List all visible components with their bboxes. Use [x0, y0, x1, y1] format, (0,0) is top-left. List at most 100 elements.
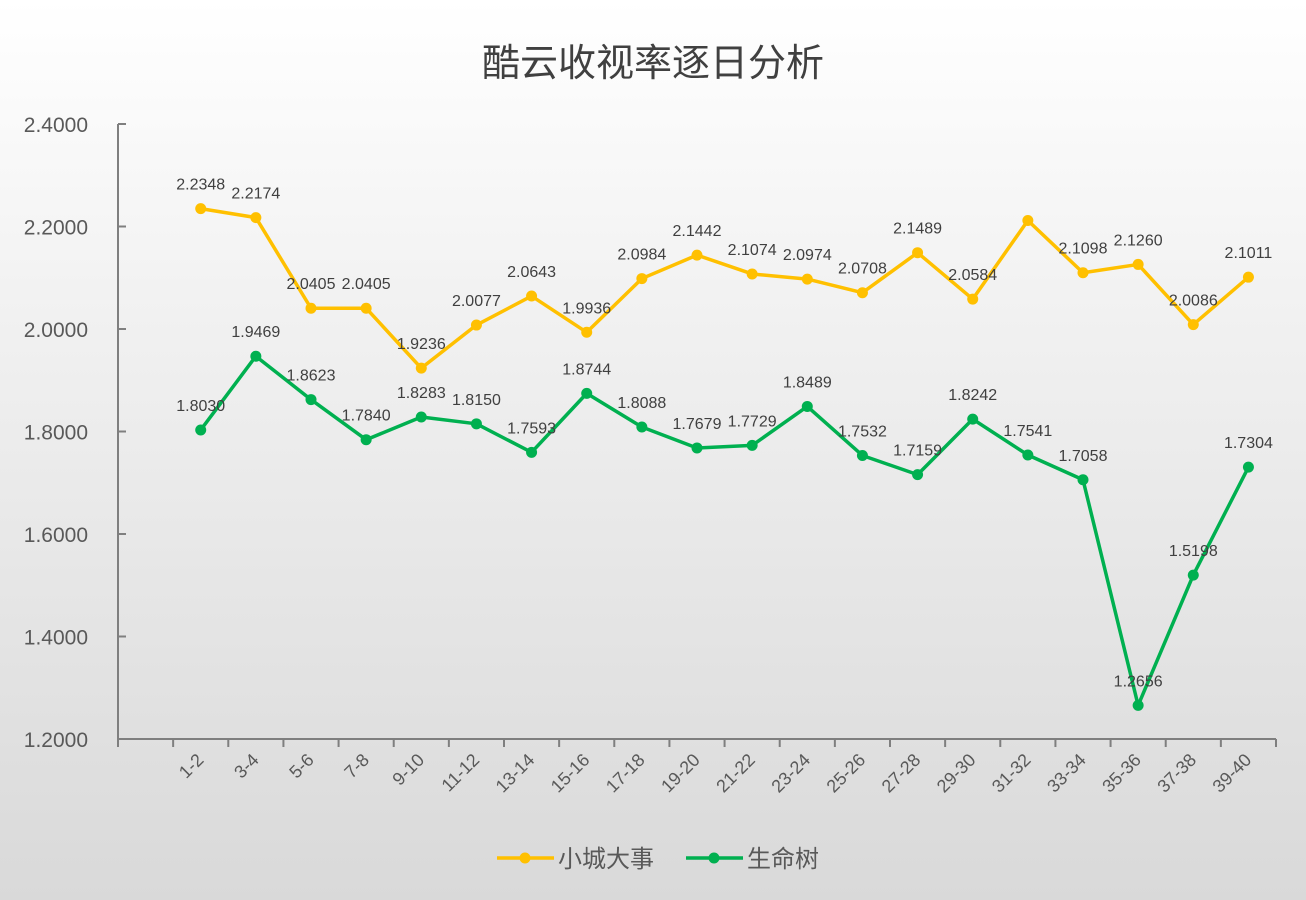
- data-point: [1187, 569, 1199, 581]
- data-point: [746, 439, 758, 451]
- data-point: [470, 319, 482, 331]
- y-tick-label: 1.6000: [24, 524, 88, 547]
- y-tick-label: 2.4000: [24, 114, 88, 137]
- data-label: 1.9236: [397, 336, 446, 353]
- data-point: [636, 273, 648, 285]
- data-label: 1.7679: [673, 416, 722, 433]
- data-label: 2.1011: [1225, 245, 1273, 262]
- data-point: [801, 273, 813, 285]
- x-tick-label: 25-26: [823, 750, 870, 797]
- x-tick-label: 31-32: [988, 750, 1035, 797]
- data-label: 2.1260: [1114, 232, 1163, 249]
- legend-marker: [708, 852, 720, 864]
- x-tick-label: 15-16: [547, 750, 594, 797]
- data-point: [1077, 474, 1089, 486]
- data-point: [526, 446, 538, 458]
- data-point: [415, 411, 427, 423]
- data-point: [1132, 699, 1144, 711]
- data-label: 1.2656: [1114, 673, 1163, 690]
- data-point: [360, 302, 372, 314]
- data-label: 2.1098: [1059, 241, 1108, 258]
- x-tick-label: 27-28: [878, 750, 925, 797]
- y-tick-label: 2.2000: [24, 217, 88, 240]
- data-label: 2.0077: [452, 293, 501, 310]
- data-label: 1.8150: [452, 392, 501, 409]
- data-label: 2.0974: [783, 247, 832, 264]
- data-label: 2.1442: [673, 223, 722, 240]
- data-point: [250, 212, 262, 224]
- data-point: [305, 302, 317, 314]
- data-point: [1022, 449, 1034, 461]
- data-point: [1187, 319, 1199, 331]
- series-line: [200, 206, 1250, 370]
- data-point: [912, 469, 924, 481]
- data-point: [1022, 215, 1034, 227]
- data-point: [305, 394, 317, 406]
- data-label: 1.7729: [728, 413, 777, 430]
- data-label: 2.1489: [893, 221, 942, 238]
- x-tick-label: 5-6: [285, 750, 318, 783]
- data-point: [691, 442, 703, 454]
- x-tick-label: 23-24: [767, 750, 814, 797]
- x-tick-label: 19-20: [657, 750, 704, 797]
- data-point: [912, 247, 924, 259]
- data-label: 2.0643: [507, 264, 556, 281]
- y-tick-label: 1.8000: [24, 422, 88, 445]
- data-point: [470, 418, 482, 430]
- data-label: 1.8283: [397, 385, 446, 402]
- data-point: [801, 400, 813, 412]
- x-tick-label: 35-36: [1098, 750, 1145, 797]
- data-point: [636, 421, 648, 433]
- data-point: [415, 362, 427, 374]
- data-label: 1.7159: [893, 443, 942, 460]
- series-line: [199, 354, 1250, 708]
- x-tick-label: 37-38: [1153, 750, 1200, 797]
- data-point: [250, 350, 262, 362]
- data-label: 2.2348: [176, 177, 225, 194]
- data-point: [1132, 258, 1144, 270]
- x-tick-label: 33-34: [1043, 750, 1090, 797]
- data-point: [856, 287, 868, 299]
- x-tick-label: 21-22: [712, 750, 759, 797]
- x-tick-label: 9-10: [388, 750, 428, 790]
- x-tick-label: 13-14: [492, 750, 539, 797]
- data-label: 1.7840: [342, 408, 391, 425]
- data-label: 2.2174: [231, 186, 280, 203]
- data-label: 1.9936: [562, 300, 611, 317]
- data-label: 1.8030: [176, 398, 225, 415]
- data-label: 1.7532: [838, 423, 887, 440]
- data-point: [581, 387, 593, 399]
- data-label: 1.7593: [507, 420, 556, 437]
- x-tick-label: 39-40: [1209, 750, 1256, 797]
- x-tick-label: 7-8: [340, 750, 373, 783]
- data-point: [746, 268, 758, 280]
- legend-label: 生命树: [747, 845, 819, 873]
- y-tick-label: 1.2000: [24, 729, 88, 752]
- data-point: [195, 424, 207, 436]
- data-point: [967, 293, 979, 305]
- data-label: 1.9469: [231, 324, 280, 341]
- data-label: 1.8242: [948, 387, 997, 404]
- data-label: 1.8489: [783, 374, 832, 391]
- data-label: 1.8623: [287, 368, 336, 385]
- data-point: [967, 413, 979, 425]
- data-point: [856, 449, 868, 461]
- legend-marker: [519, 852, 531, 864]
- x-tick-label: 3-4: [230, 750, 263, 783]
- data-label: 2.0584: [948, 267, 997, 284]
- y-tick-label: 2.0000: [24, 319, 88, 342]
- data-point: [1242, 461, 1254, 473]
- data-label: 2.0405: [287, 276, 336, 293]
- data-point: [691, 249, 703, 261]
- data-label: 1.7304: [1224, 435, 1273, 452]
- data-point: [195, 203, 207, 215]
- data-label: 1.5198: [1169, 543, 1218, 560]
- data-label: 2.0984: [617, 247, 666, 264]
- x-tick-label: 11-12: [438, 750, 484, 796]
- x-tick-label: 1-2: [175, 750, 208, 783]
- x-tick-label: 17-18: [602, 750, 649, 797]
- data-point: [1242, 271, 1254, 283]
- data-point: [581, 326, 593, 338]
- x-tick-label: 29-30: [933, 750, 980, 797]
- data-label: 2.0708: [838, 261, 887, 278]
